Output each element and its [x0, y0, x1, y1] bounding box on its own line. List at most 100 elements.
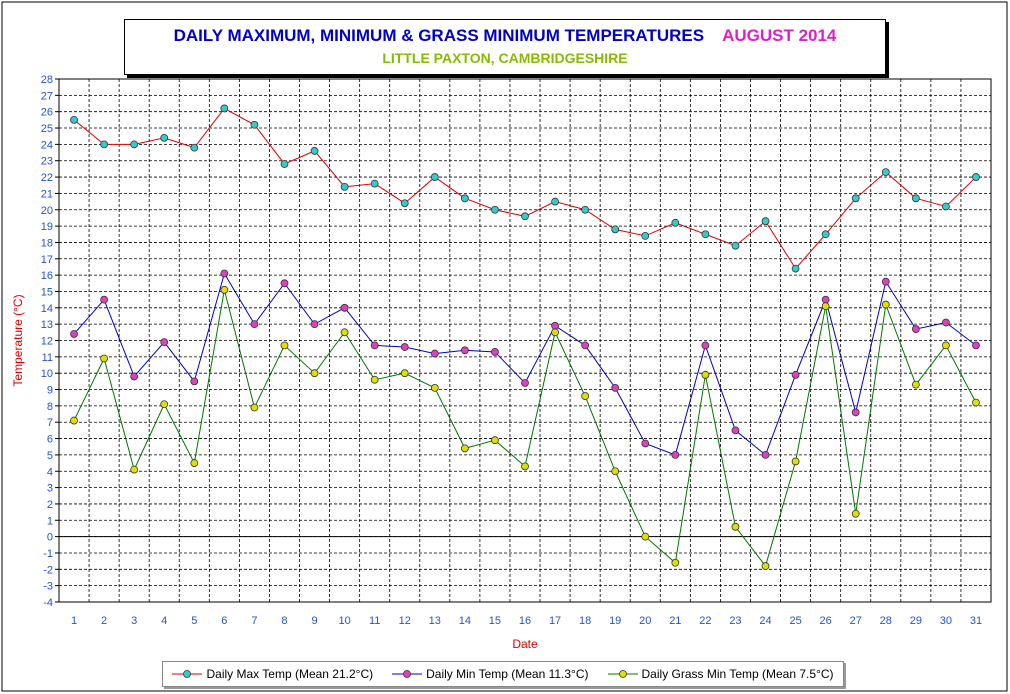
x-tick-label: 25 [789, 615, 801, 627]
legend-marker-min [392, 670, 423, 678]
legend-marker-max [172, 670, 203, 678]
data-point-grass [400, 369, 409, 378]
y-tick-label: 15 [41, 286, 53, 298]
plot-border [58, 78, 992, 603]
data-point-min [701, 341, 710, 350]
y-tick-label: 9 [47, 385, 53, 397]
data-point-grass [460, 444, 469, 453]
data-point-min [310, 320, 319, 329]
data-point-max [972, 173, 980, 181]
x-tick-label: 13 [429, 615, 441, 627]
data-point-max [130, 140, 139, 149]
x-tick-label: 18 [579, 615, 591, 627]
legend-label-grass: Daily Grass Min Temp (Mean 7.5°C) [641, 667, 834, 681]
data-point-min [370, 341, 379, 350]
x-tick-label: 17 [549, 615, 561, 627]
data-point-max [491, 205, 499, 214]
data-point-min [641, 439, 650, 448]
data-point-max [611, 225, 620, 234]
y-tick-label: 3 [47, 483, 53, 495]
data-point-grass [70, 416, 78, 425]
y-tick-label: 25 [41, 123, 53, 135]
x-tick-label: 3 [131, 615, 137, 627]
data-point-grass [911, 380, 920, 389]
data-point-min [491, 348, 499, 356]
data-point-min [972, 341, 980, 350]
x-tick-label: 15 [489, 615, 501, 627]
data-point-max [100, 140, 108, 149]
data-point-grass [250, 403, 259, 412]
data-point-grass [851, 509, 860, 518]
data-point-min [430, 349, 439, 358]
y-tick-label: 7 [47, 417, 53, 429]
data-point-min [942, 318, 950, 327]
data-point-grass [430, 383, 439, 392]
legend-label-max: Daily Max Temp (Mean 21.2°C) [206, 667, 374, 681]
data-point-grass [521, 462, 529, 471]
y-tick-label: 2 [47, 499, 53, 511]
data-point-max [551, 197, 559, 206]
x-tick-label: 21 [669, 615, 681, 627]
x-tick-label: 9 [311, 615, 317, 627]
data-point-min [581, 341, 590, 350]
y-tick-label: -4 [43, 597, 53, 609]
y-tick-label: 1 [47, 515, 53, 527]
data-point-min [671, 451, 680, 459]
data-point-grass [581, 392, 590, 400]
data-point-grass [821, 302, 830, 311]
data-point-grass [340, 328, 349, 337]
data-point-grass [972, 398, 980, 407]
chart-legend: Daily Max Temp (Mean 21.2°C) Daily Min T… [162, 661, 844, 687]
x-tick-label: 30 [940, 615, 952, 627]
data-point-min [130, 372, 139, 381]
x-tick-label: 29 [910, 615, 922, 627]
y-tick-label: 12 [41, 336, 53, 348]
x-tick-label: 11 [369, 615, 380, 627]
y-tick-label: 19 [41, 221, 53, 233]
data-point-min [190, 377, 199, 386]
data-point-max [851, 194, 860, 203]
data-point-min [521, 379, 529, 387]
y-tick-label: 18 [41, 237, 53, 249]
data-point-max [160, 133, 169, 142]
y-tick-label: 26 [41, 107, 53, 119]
data-point-grass [220, 285, 229, 294]
x-tick-label: 12 [399, 615, 411, 627]
chart-title-line: DAILY MAXIMUM, MINIMUM & GRASS MINIMUM T… [125, 26, 885, 46]
data-point-min [160, 338, 169, 347]
data-point-grass [761, 562, 770, 570]
data-point-grass [881, 300, 890, 309]
x-tick-label: 8 [281, 615, 287, 627]
data-point-min [280, 279, 289, 288]
data-point-max [581, 205, 590, 214]
data-point-grass [641, 532, 650, 541]
chart-title: DAILY MAXIMUM, MINIMUM & GRASS MINIMUM T… [173, 26, 705, 45]
data-point-grass [671, 558, 680, 567]
data-point-max [430, 173, 439, 181]
data-point-min [881, 277, 890, 286]
data-point-min [851, 408, 860, 417]
x-tick-label: 28 [880, 615, 892, 627]
data-point-max [881, 168, 890, 177]
x-tick-label: 22 [699, 615, 711, 627]
legend-item-max: Daily Max Temp (Mean 21.2°C) [172, 667, 373, 681]
data-point-min [340, 303, 349, 312]
y-tick-label: 22 [41, 172, 53, 184]
data-point-min [761, 451, 770, 459]
legend-marker-grass [607, 670, 638, 678]
legend-label-min: Daily Min Temp (Mean 11.3°C) [426, 667, 589, 681]
x-tick-label: 6 [221, 615, 227, 627]
y-tick-label: 6 [47, 434, 53, 446]
y-tick-label: 13 [41, 319, 53, 331]
x-tick-label: 16 [519, 615, 531, 627]
y-tick-label: 17 [41, 254, 53, 266]
legend-item-grass: Daily Grass Min Temp (Mean 7.5°C) [607, 667, 834, 681]
legend-item-min: Daily Min Temp (Mean 11.3°C) [392, 667, 589, 681]
data-point-max [761, 217, 770, 226]
data-point-grass [791, 457, 800, 466]
y-tick-label: 16 [41, 270, 53, 282]
x-tick-label: 23 [729, 615, 741, 627]
data-point-min [731, 426, 740, 435]
data-point-max [280, 160, 289, 168]
y-tick-label: 28 [41, 74, 53, 86]
